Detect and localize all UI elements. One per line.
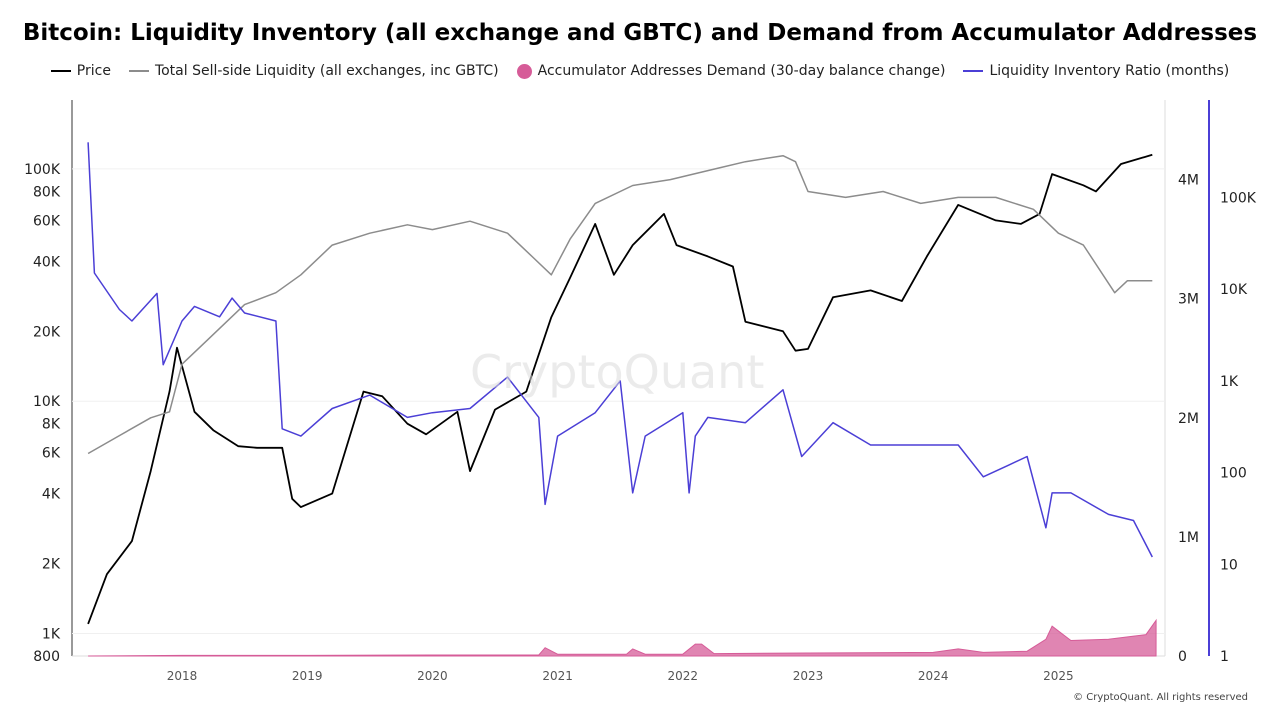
y-tick-label-ratio: 10 <box>1220 557 1238 573</box>
x-tick-label: 2019 <box>292 669 323 683</box>
legend-swatch-price <box>50 70 71 72</box>
x-tick-label: 2023 <box>793 669 824 683</box>
y-tick-label-price: 40K <box>33 254 61 270</box>
legend-item-liquidity[interactable]: Total Sell-side Liquidity (all exchanges… <box>128 63 499 79</box>
series-line-price <box>87 153 1153 625</box>
y-tick-label-price: 2K <box>42 557 61 573</box>
legend-item-price[interactable]: Price <box>50 63 111 79</box>
y-tick-label-liquidity: 1M <box>1178 530 1199 546</box>
x-tick-label: 2024 <box>918 669 949 683</box>
legend-item-ratio[interactable]: Liquidity Inventory Ratio (months) <box>963 63 1229 79</box>
y-tick-label-liquidity: 2M <box>1178 411 1199 427</box>
y-tick-label-ratio: 1 <box>1220 649 1229 665</box>
y-tick-label-price: 6K <box>42 446 61 462</box>
x-tick-label: 2022 <box>668 669 699 683</box>
legend-label-liquidity: Total Sell-side Liquidity (all exchanges… <box>154 63 499 79</box>
x-tick-label: 2021 <box>542 669 573 683</box>
legend-item-demand[interactable]: Accumulator Addresses Demand (30-day bal… <box>516 63 946 79</box>
y-tick-label-ratio: 10K <box>1220 282 1248 298</box>
chart-legend: Price Total Sell-side Liquidity (all exc… <box>0 63 1280 79</box>
y-tick-label-ratio: 100K <box>1220 190 1257 206</box>
chart-series <box>87 142 1157 657</box>
y-tick-label-price: 60K <box>33 213 61 229</box>
copyright: © CryptoQuant. All rights reserved <box>1073 692 1248 703</box>
x-tick-label: 2025 <box>1043 669 1074 683</box>
y-tick-label-ratio: 1K <box>1220 374 1239 390</box>
x-tick-label: 2018 <box>167 669 198 683</box>
series-line-ratio <box>87 142 1153 558</box>
x-tick-label: 2020 <box>417 669 448 683</box>
legend-label-price: Price <box>76 63 111 79</box>
chart-title: Bitcoin: Liquidity Inventory (all exchan… <box>22 20 1258 46</box>
legend-label-demand: Accumulator Addresses Demand (30-day bal… <box>537 63 946 79</box>
y-tick-label-price: 800 <box>33 649 60 665</box>
y-tick-label-price: 1K <box>42 626 61 642</box>
watermark: CryptoQuant <box>470 345 765 399</box>
legend-swatch-liquidity <box>128 70 149 72</box>
series-line-liquidity <box>87 154 1153 455</box>
y-tick-label-liquidity: 3M <box>1178 292 1199 308</box>
y-tick-label-liquidity: 0 <box>1178 649 1187 665</box>
y-tick-label-price: 10K <box>33 394 61 410</box>
y-tick-label-price: 100K <box>24 162 61 178</box>
y-tick-label-liquidity: 4M <box>1178 173 1199 189</box>
y-tick-label-price: 8K <box>42 417 61 433</box>
y-tick-label-price: 80K <box>33 184 61 200</box>
legend-label-ratio: Liquidity Inventory Ratio (months) <box>989 63 1230 79</box>
series-area-demand <box>88 618 1157 657</box>
legend-swatch-demand <box>516 63 532 79</box>
y-tick-label-price: 4K <box>42 487 61 503</box>
legend-swatch-ratio <box>963 70 984 72</box>
y-tick-label-ratio: 100 <box>1220 466 1247 482</box>
y-tick-label-price: 20K <box>33 324 61 340</box>
